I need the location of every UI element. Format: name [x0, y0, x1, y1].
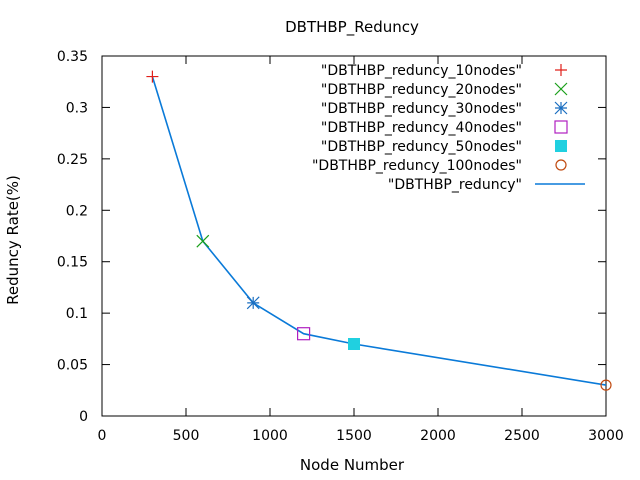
y-tick-label: 0	[79, 409, 88, 425]
x-tick-label: 0	[98, 428, 107, 444]
x-tick-label: 2500	[504, 428, 540, 444]
legend-label: "DBTHBP_reduncy"	[388, 177, 522, 193]
y-tick-label: 0.25	[57, 152, 88, 168]
legend-swatch	[554, 120, 568, 134]
legend-label: "DBTHBP_reduncy_20nodes"	[321, 82, 522, 98]
legend-label: "DBTHBP_reduncy_50nodes"	[321, 139, 522, 155]
data-point-series-3	[297, 327, 311, 341]
y-axis-label: Reduncy Rate(%)	[4, 175, 22, 305]
x-axis-label: Node Number	[300, 456, 405, 474]
y-tick-label: 0.2	[66, 203, 88, 219]
data-point-series-5	[600, 379, 612, 391]
legend-swatch-shape	[555, 140, 567, 152]
x-tick-label: 1000	[252, 428, 288, 444]
legend-swatch-shape	[555, 64, 567, 76]
series-line-reduncy	[151, 76, 607, 386]
legend-label: "DBTHBP_reduncy_10nodes"	[321, 63, 522, 79]
data-point-series-5-shape	[600, 379, 612, 391]
data-point-series-0-shape	[146, 70, 159, 83]
legend-swatch	[554, 82, 568, 96]
legend-label: "DBTHBP_reduncy_100nodes"	[312, 158, 522, 174]
y-tick-label: 0.35	[57, 49, 88, 65]
legend-swatch	[555, 140, 567, 152]
legend-swatch-shape	[554, 101, 568, 115]
data-point-series-3-shape	[297, 327, 311, 341]
y-tick-label: 0.05	[57, 358, 88, 374]
data-point-series-2	[246, 296, 260, 310]
legend-swatch	[555, 64, 567, 76]
y-tick-label: 0.15	[57, 255, 88, 271]
legend-label: "DBTHBP_reduncy_40nodes"	[321, 120, 522, 136]
data-point-series-4-shape	[348, 338, 360, 350]
legend-swatch-shape	[554, 120, 568, 134]
legend-swatch-shape	[555, 159, 567, 171]
y-tick-label: 0.3	[66, 100, 88, 116]
y-axis: 0 0.05 0.1 0.15 0.2 0.25 0.3 0.35	[57, 49, 606, 425]
data-point-series-4	[348, 338, 360, 350]
x-tick-label: 2000	[420, 428, 456, 444]
legend: "DBTHBP_reduncy_10nodes" "DBTHBP_reduncy_…	[312, 63, 585, 193]
y-tick-label: 0.1	[66, 306, 88, 322]
x-tick-label: 500	[173, 428, 200, 444]
x-tick-label: 3000	[588, 428, 624, 444]
series-layer	[146, 70, 612, 391]
data-point-series-1-shape	[196, 234, 210, 248]
legend-swatch-shape	[554, 82, 568, 96]
x-axis: 0 500 1000 1500 2000 2500 3000	[98, 56, 624, 444]
data-point-series-2-shape	[246, 296, 260, 310]
data-point-series-1	[196, 234, 210, 248]
chart-title: DBTHBP_Reduncy	[285, 18, 419, 37]
legend-swatch	[555, 159, 567, 171]
data-point-series-0	[146, 70, 159, 83]
legend-label: "DBTHBP_reduncy_30nodes"	[321, 101, 522, 117]
x-tick-label: 1500	[336, 428, 372, 444]
legend-swatch	[554, 101, 568, 115]
